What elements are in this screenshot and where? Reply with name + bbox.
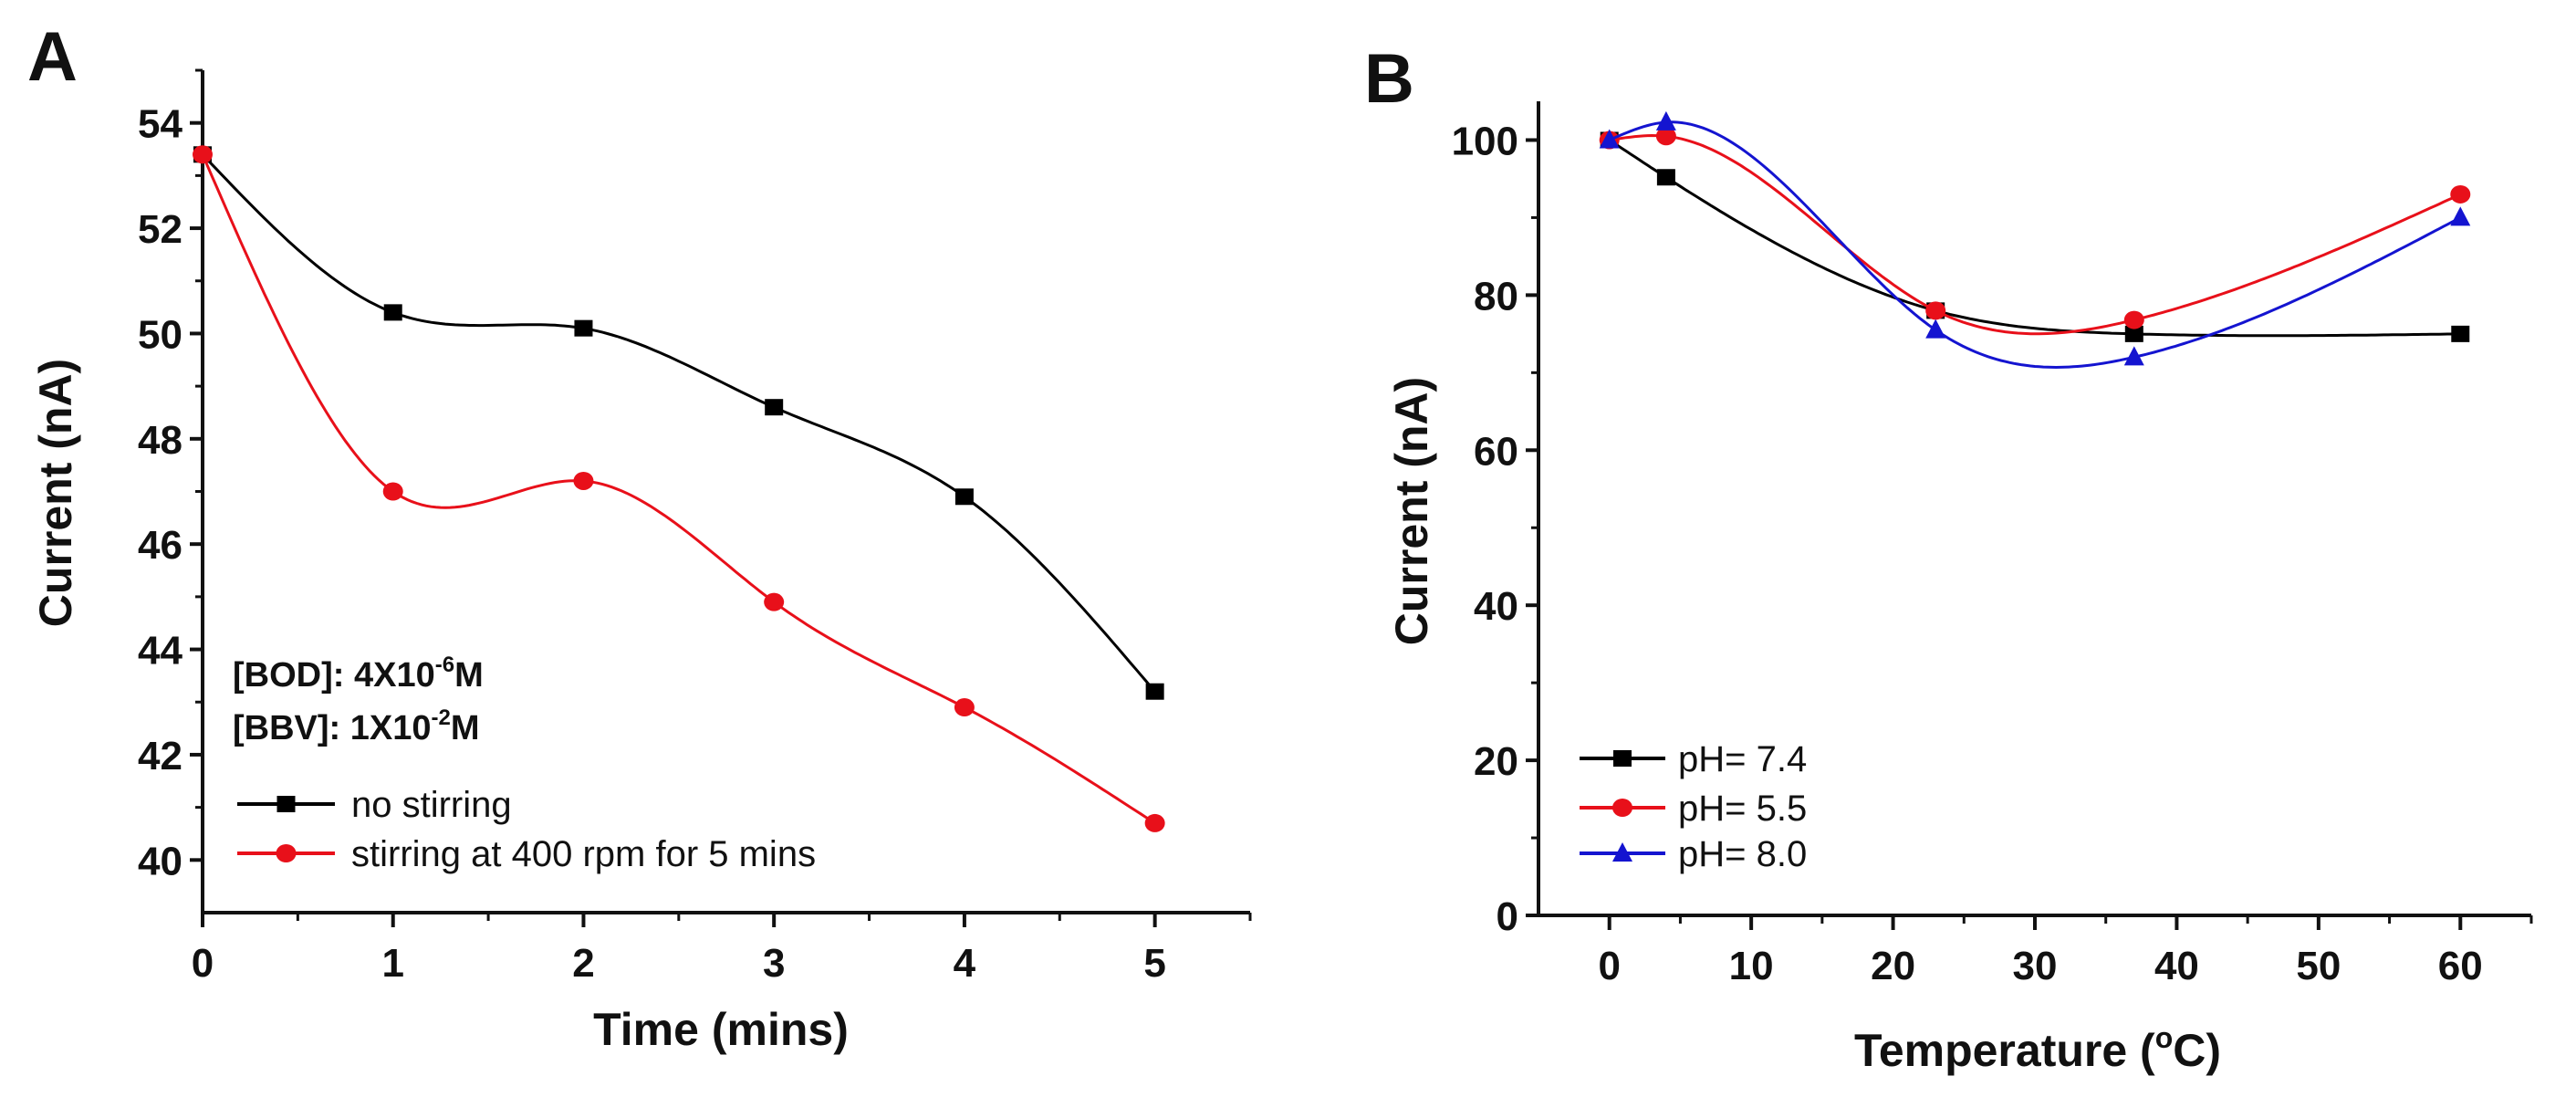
data-point-circle [2450, 184, 2471, 204]
data-point-circle [764, 592, 785, 611]
data-point-triangle [2450, 206, 2471, 226]
x-axis-title: Temperature (oC) [1854, 1021, 2221, 1076]
series-0 [193, 146, 1164, 700]
legend-label: pH= 8.0 [1678, 834, 1807, 874]
data-point-triangle [1925, 319, 1946, 339]
data-point-square [2124, 325, 2143, 342]
annotation-text: [BOD]: 4X10 [233, 656, 435, 695]
x-tick-label: 5 [1143, 941, 1165, 986]
y-axis-title: Current (nA) [30, 359, 81, 627]
series-line [1609, 133, 2461, 336]
series-line [1608, 139, 2461, 338]
data-point-triangle [2123, 346, 2144, 366]
y-tick-label: 46 [138, 523, 183, 568]
series-0 [1600, 131, 2470, 342]
data-point-circle [1655, 127, 1676, 146]
x-tick-label: 0 [1598, 944, 1620, 988]
data-point-circle [193, 145, 213, 164]
data-point-triangle [1599, 129, 1620, 149]
panel-label: B [1364, 40, 1414, 118]
y-tick-label: 40 [1474, 584, 1518, 629]
legend-marker-triangle [1612, 842, 1632, 862]
y-tick-label: 100 [1452, 119, 1518, 163]
data-point-circle [382, 482, 403, 501]
y-tick-label: 52 [138, 207, 183, 252]
y-tick-label: 20 [1474, 739, 1518, 784]
y-tick-label: 48 [138, 418, 183, 463]
data-point-square [383, 304, 402, 321]
series-line [1609, 120, 2462, 370]
data-point-square [2451, 325, 2470, 342]
data-point-square [765, 399, 784, 416]
x-tick-label: 2 [572, 941, 594, 986]
x-axis-title: Time (mins) [593, 1004, 849, 1055]
legend-label: no stirring [351, 785, 512, 825]
x-tick-label: 10 [1729, 944, 1774, 988]
series-line [201, 153, 1156, 693]
legend-label: pH= 5.5 [1678, 789, 1807, 829]
annotation: [BBV]: 1X10-2M [233, 705, 480, 747]
x-axis-title-text: Temperature ( [1854, 1025, 2155, 1076]
data-point-square [1656, 169, 1675, 186]
data-point-square [574, 319, 593, 337]
y-tick-label: 54 [138, 102, 183, 147]
data-point-circle [573, 471, 594, 490]
annotation: [BOD]: 4X10-6M [233, 653, 484, 695]
legend-marker-square [276, 796, 296, 812]
y-tick-label: 40 [138, 839, 183, 883]
series-1 [193, 145, 1165, 832]
annotation-suffix: M [454, 656, 484, 695]
x-tick-label: 4 [954, 941, 976, 986]
panel-label: A [27, 18, 78, 96]
series-1 [1599, 127, 2471, 336]
data-point-circle [954, 698, 975, 717]
data-point-circle [2123, 310, 2144, 329]
data-point-square [954, 488, 974, 506]
x-tick-label: 60 [2438, 944, 2483, 988]
x-tick-label: 0 [192, 941, 214, 986]
y-tick-label: 0 [1497, 894, 1518, 939]
annotation-sup: -6 [435, 653, 454, 677]
y-tick-label: 44 [138, 629, 183, 674]
x-tick-label: 3 [763, 941, 785, 986]
legend-marker-circle [1612, 799, 1632, 817]
x-tick-label: 40 [2154, 944, 2199, 988]
chart-a: A 40 42 44 46 48 50 52 54 0 1 2 3 4 5 Current (nA) Time … [27, 18, 1252, 1055]
x-tick-label: 50 [2296, 944, 2341, 988]
legend-marker-circle [276, 844, 297, 862]
x-tick-label: 1 [381, 941, 403, 986]
y-tick-label: 80 [1474, 274, 1518, 319]
legend-label: pH= 7.4 [1678, 739, 1807, 779]
data-point-square [1145, 683, 1164, 700]
chart-b: B 0 20 40 60 80 100 0 10 20 30 40 50 60 Current (nA) Te… [1364, 40, 2533, 1076]
x-tick-label: 20 [1871, 944, 1915, 988]
y-tick-label: 60 [1474, 429, 1518, 474]
y-tick-label: 42 [138, 734, 183, 778]
data-point-circle [1144, 813, 1165, 832]
annotation-sup: -2 [432, 705, 451, 730]
annotation-suffix: M [451, 709, 480, 747]
legend-label: stirring at 400 rpm for 5 mins [351, 834, 816, 874]
data-point-circle [1925, 301, 1946, 320]
x-axis-title-text: Time (mins) [593, 1004, 849, 1055]
data-point-triangle [1655, 110, 1676, 131]
legend-marker-square [1613, 750, 1632, 767]
y-axis-title: Current (nA) [1386, 377, 1437, 645]
x-tick-label: 30 [2013, 944, 2058, 988]
y-tick-label: 50 [138, 312, 183, 357]
x-axis-title-suffix: C) [2173, 1025, 2221, 1076]
series-2 [1599, 110, 2471, 370]
series-line [201, 153, 1156, 825]
annotation-text: [BBV]: 1X10 [233, 709, 432, 747]
x-axis-title-sup: o [2155, 1021, 2174, 1054]
